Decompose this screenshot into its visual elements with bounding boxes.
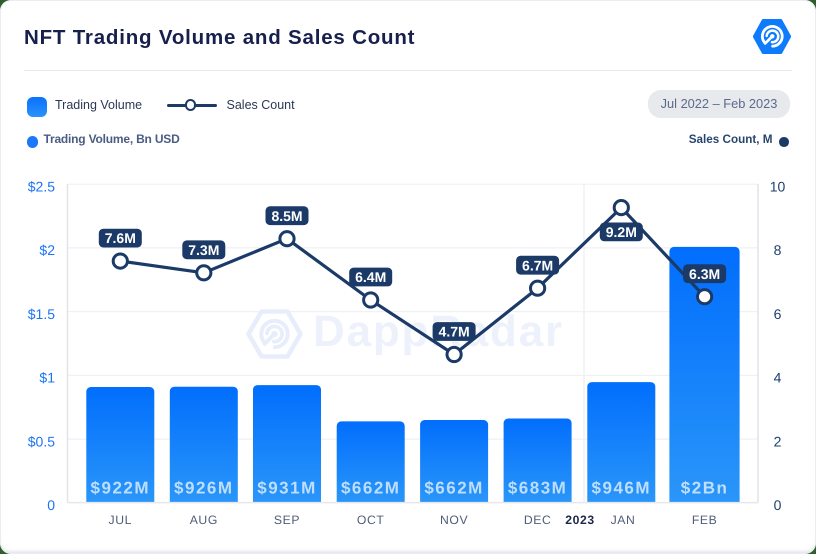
svg-text:DEC: DEC [524,513,552,527]
svg-text:6: 6 [774,306,782,322]
svg-text:$922M: $922M [91,479,150,498]
svg-text:9.2M: 9.2M [606,224,637,240]
svg-text:4.7M: 4.7M [439,324,470,340]
svg-text:8.5M: 8.5M [271,208,302,224]
svg-text:$683M: $683M [508,479,567,498]
svg-text:$1: $1 [39,370,55,386]
svg-text:$926M: $926M [174,479,233,498]
svg-text:JAN: JAN [611,513,636,527]
svg-text:8: 8 [774,242,782,258]
svg-text:$1.5: $1.5 [28,306,55,322]
svg-text:AUG: AUG [190,513,218,527]
svg-text:0: 0 [774,497,782,513]
svg-text:$946M: $946M [592,479,651,498]
svg-text:$2Bn: $2Bn [681,479,729,498]
svg-text:$0.5: $0.5 [28,433,55,449]
svg-text:NOV: NOV [440,513,468,527]
svg-text:10: 10 [770,179,786,195]
svg-text:7.3M: 7.3M [188,242,219,258]
svg-text:6.3M: 6.3M [689,266,720,282]
svg-text:$2: $2 [39,242,55,258]
svg-text:FEB: FEB [692,513,718,527]
svg-text:2: 2 [774,433,782,449]
svg-text:6.7M: 6.7M [522,257,553,273]
svg-text:$662M: $662M [341,479,400,498]
svg-text:JUL: JUL [109,513,132,527]
svg-text:0: 0 [47,497,55,513]
svg-text:$2.5: $2.5 [28,179,55,195]
svg-text:2023: 2023 [565,513,595,527]
svg-text:7.6M: 7.6M [105,230,136,246]
svg-text:6.4M: 6.4M [355,269,386,285]
svg-text:SEP: SEP [274,513,300,527]
svg-text:$662M: $662M [424,479,483,498]
svg-text:OCT: OCT [357,513,385,527]
svg-text:$931M: $931M [257,479,316,498]
svg-text:4: 4 [774,370,782,386]
